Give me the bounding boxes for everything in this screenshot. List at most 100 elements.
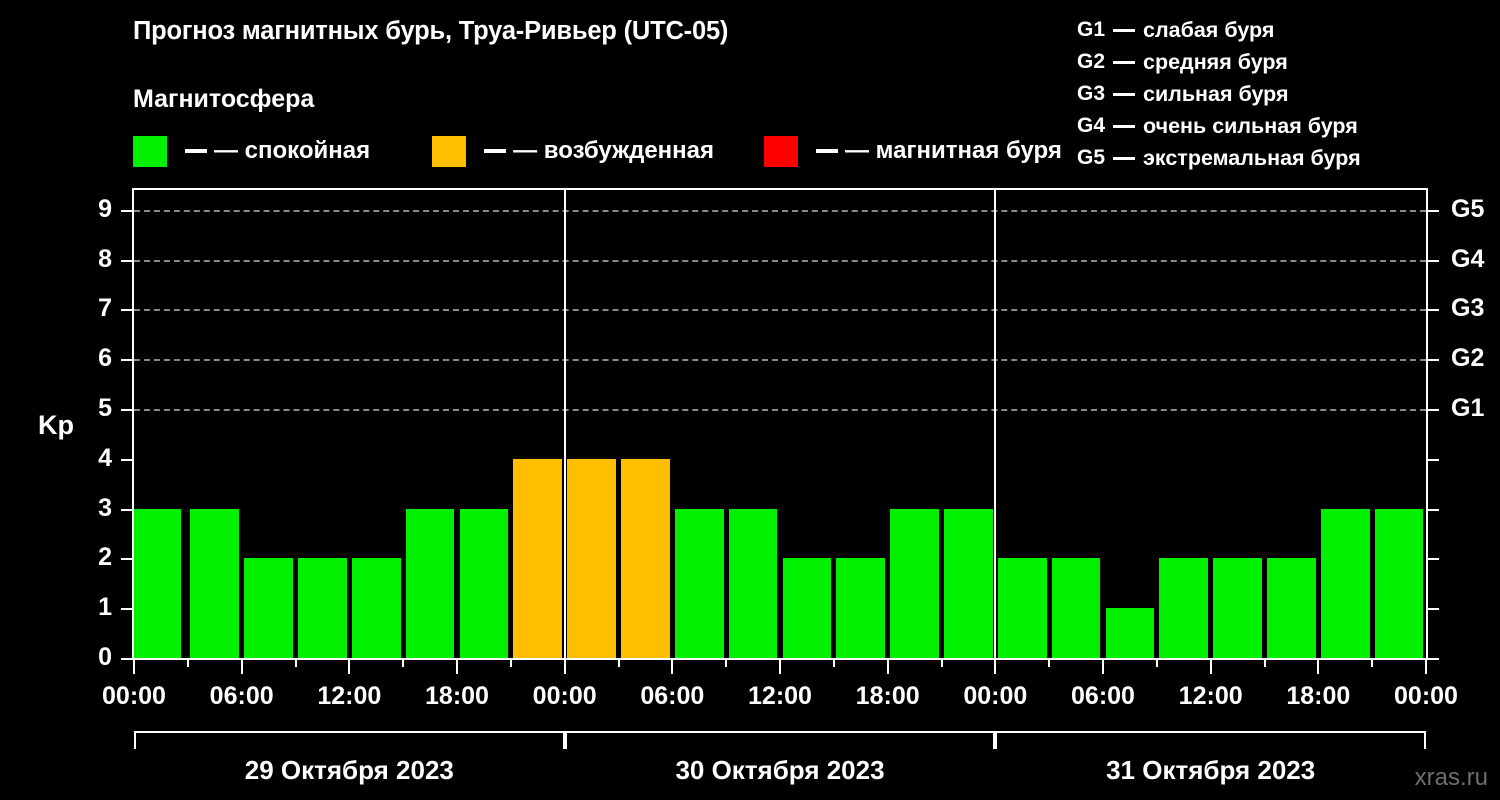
y-axis-tick-label: 4 xyxy=(98,443,112,472)
g-axis-tick xyxy=(1428,458,1439,461)
magnetosphere-legend: — спокойная — возбужденная — магнитная б… xyxy=(133,134,1062,168)
x-axis-tick-minor xyxy=(617,660,620,667)
day-separator xyxy=(994,190,997,658)
x-axis-tick-minor xyxy=(509,660,512,667)
g-axis-tick xyxy=(1428,558,1439,561)
bar[interactable] xyxy=(405,508,455,658)
g-axis-tick xyxy=(1428,359,1439,362)
g-axis-tick xyxy=(1428,608,1439,611)
bar[interactable] xyxy=(997,558,1047,658)
y-axis-tick-label: 9 xyxy=(98,194,112,223)
bar[interactable] xyxy=(836,558,886,658)
legend-dash-icon xyxy=(185,149,207,153)
bar[interactable] xyxy=(674,508,724,658)
g-axis-tick-label: G5 xyxy=(1451,194,1485,223)
g-legend-row: G4 очень сильная буря xyxy=(1077,110,1361,142)
bar[interactable] xyxy=(134,508,181,658)
bar[interactable] xyxy=(567,458,616,658)
x-axis-tick-minor xyxy=(186,660,189,667)
x-axis-tick-minor xyxy=(1371,660,1374,667)
g-axis-tick xyxy=(1428,259,1439,262)
plot-inner xyxy=(134,190,1426,658)
day-label: 31 Октября 2023 xyxy=(1106,755,1316,785)
bar[interactable] xyxy=(1105,608,1155,658)
bar[interactable] xyxy=(298,558,347,658)
g-axis-tick xyxy=(1428,209,1439,212)
y-axis-tick xyxy=(121,608,132,611)
gridline xyxy=(134,209,1426,212)
x-axis-tick-major xyxy=(456,660,458,674)
x-axis-tick-label: 00:00 xyxy=(963,682,1028,710)
bar[interactable] xyxy=(244,558,293,658)
day-bracket xyxy=(995,731,1426,749)
legend-label-unsettled: — возбужденная xyxy=(513,137,715,164)
x-axis-tick-major xyxy=(779,660,781,674)
legend-dash-icon xyxy=(1113,60,1135,64)
bar[interactable] xyxy=(351,558,401,658)
g-scale-legend: G1 слабая буря G2 средняя буря G3 сильна… xyxy=(1077,14,1361,174)
gridline xyxy=(134,309,1426,312)
x-axis-tick-label: 06:00 xyxy=(640,682,705,710)
watermark: xras.ru xyxy=(1414,764,1488,791)
x-axis-tick-label: 12:00 xyxy=(317,682,382,710)
bar[interactable] xyxy=(1159,558,1209,658)
bar[interactable] xyxy=(621,458,670,658)
g-legend-row: G1 слабая буря xyxy=(1077,14,1361,46)
plot-area xyxy=(132,188,1428,660)
day-bracket xyxy=(564,731,996,749)
y-axis-tick xyxy=(121,359,132,362)
bar[interactable] xyxy=(1320,508,1370,658)
y-axis-tick-label: 1 xyxy=(98,593,112,622)
bar[interactable] xyxy=(944,508,993,658)
bar[interactable] xyxy=(190,508,240,658)
y-axis-tick-label: 6 xyxy=(98,344,112,373)
legend-item-quiet: — спокойная xyxy=(133,135,371,167)
g-axis-tick xyxy=(1428,658,1439,660)
x-axis-tick-label: 06:00 xyxy=(209,682,274,710)
g-description: слабая буря xyxy=(1143,17,1275,42)
legend-dash-icon xyxy=(1113,28,1135,32)
bar[interactable] xyxy=(513,458,563,658)
y-axis-tick-label: 2 xyxy=(98,543,112,572)
bar[interactable] xyxy=(1213,558,1262,658)
bar[interactable] xyxy=(1051,558,1101,658)
x-axis-tick-minor xyxy=(725,660,728,667)
y-axis-tick-label: 0 xyxy=(98,643,112,671)
y-axis-tick xyxy=(121,458,132,461)
legend-dash-icon xyxy=(484,149,507,153)
legend-label-storm: — магнитная буря xyxy=(845,137,1062,164)
x-axis-tick-major xyxy=(563,660,566,674)
g-axis-tick-label: G2 xyxy=(1451,344,1485,373)
bar[interactable] xyxy=(1374,508,1424,658)
bar[interactable] xyxy=(1267,558,1316,658)
y-axis-tick xyxy=(121,558,132,561)
x-axis-tick-label: 00:00 xyxy=(1394,682,1458,710)
g-axis-tick-label: G3 xyxy=(1451,294,1485,323)
g-code: G1 xyxy=(1077,18,1106,41)
bar[interactable] xyxy=(890,508,939,658)
bar-series xyxy=(134,190,1426,658)
gridline xyxy=(134,259,1426,262)
x-axis-tick-label: 00:00 xyxy=(532,682,597,710)
g-description: экстремальная буря xyxy=(1143,145,1361,170)
page-title: Прогноз магнитных бурь, Труа-Ривьер (UTC… xyxy=(133,17,729,45)
day-label: 29 Октября 2023 xyxy=(244,755,454,785)
bar[interactable] xyxy=(782,558,832,658)
g-axis-tick xyxy=(1428,309,1439,312)
y-axis-tick-label: 3 xyxy=(98,493,112,522)
x-axis-tick-major xyxy=(671,660,674,674)
legend-dash-icon xyxy=(1113,156,1135,160)
red-square-swatch-icon xyxy=(764,135,799,167)
gridline xyxy=(134,359,1426,362)
g-axis-tick-label: G4 xyxy=(1451,244,1485,273)
day-label: 30 Октября 2023 xyxy=(675,755,885,785)
x-axis-tick-minor xyxy=(1155,660,1158,667)
bar[interactable] xyxy=(728,508,778,658)
legend-label-quiet: — спокойная xyxy=(214,137,371,164)
x-axis-tick-minor xyxy=(832,660,835,667)
bar[interactable] xyxy=(459,508,509,658)
x-axis-tick-minor xyxy=(1048,660,1051,667)
x-axis-tick-major xyxy=(994,660,997,674)
g-code: G5 xyxy=(1077,146,1106,169)
